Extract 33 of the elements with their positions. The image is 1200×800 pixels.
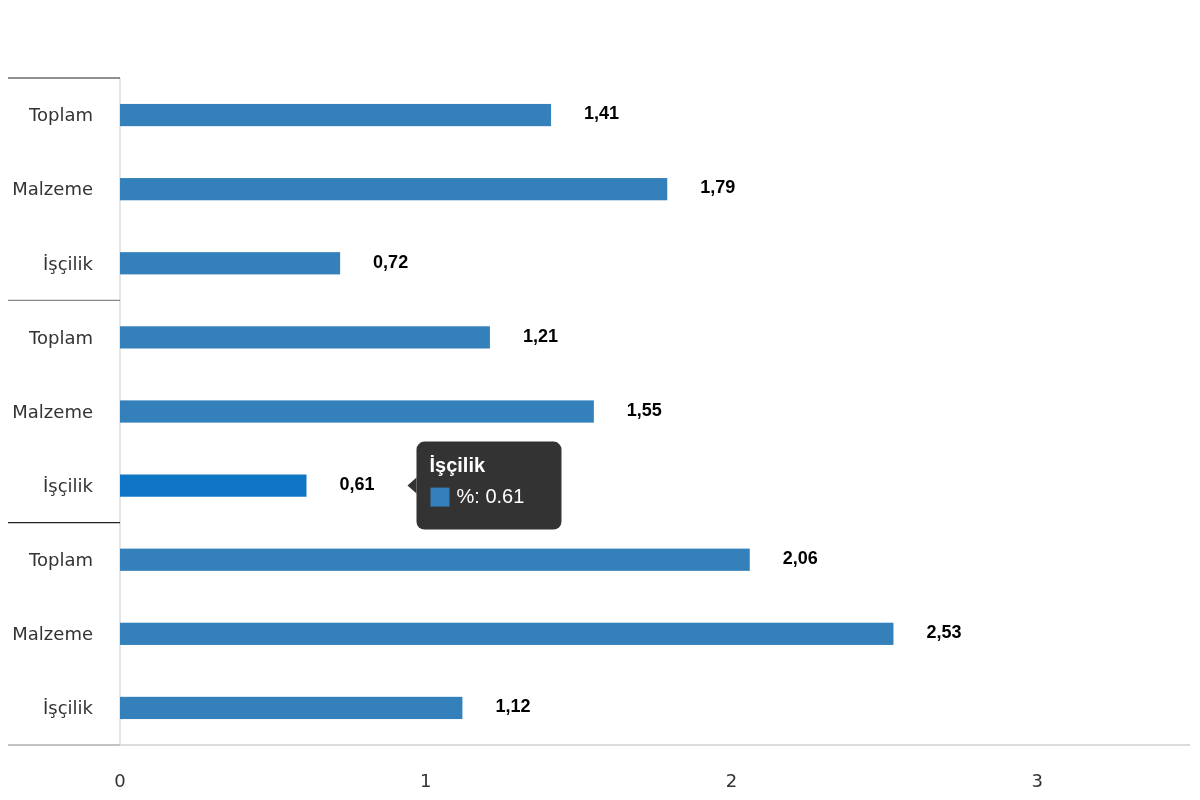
y-tick-label: İşçilik [42, 697, 94, 719]
x-tick-label: 3 [1031, 770, 1043, 791]
y-tick-label: Malzeme [12, 400, 93, 422]
y-tick-label: Toplam [28, 549, 93, 571]
bar [120, 474, 307, 497]
x-tick-label: 0 [114, 770, 126, 791]
x-tick-label: 2 [725, 770, 738, 791]
data-label: 1,79 [700, 177, 736, 198]
y-tick-label: Toplam [28, 104, 93, 126]
bar [120, 178, 668, 201]
data-label: 1,12 [495, 696, 531, 717]
data-label: 1,55 [626, 399, 662, 420]
annotation: İşçilik [429, 453, 486, 476]
bar [120, 622, 894, 645]
x-tick-label: 1 [419, 770, 432, 791]
bar [120, 548, 750, 571]
data-label: 0,72 [373, 251, 409, 272]
bar [120, 400, 594, 423]
bar [120, 696, 463, 720]
bar [120, 252, 341, 275]
data-label: 0,61 [339, 473, 375, 494]
bar [120, 103, 552, 127]
y-tick-label: İşçilik [42, 252, 94, 274]
y-tick-label: Malzeme [12, 178, 93, 200]
data-label: 1,21 [522, 325, 558, 346]
y-tick-label: Toplam [28, 326, 93, 348]
bar [120, 326, 490, 349]
y-tick-label: İşçilik [42, 474, 94, 496]
y-tick-label: Malzeme [12, 623, 93, 645]
annotation: %: 0.61 [456, 484, 525, 507]
data-label: 1,41 [584, 103, 620, 124]
data-label: 2,06 [782, 548, 818, 569]
data-label: 2,53 [926, 622, 962, 643]
